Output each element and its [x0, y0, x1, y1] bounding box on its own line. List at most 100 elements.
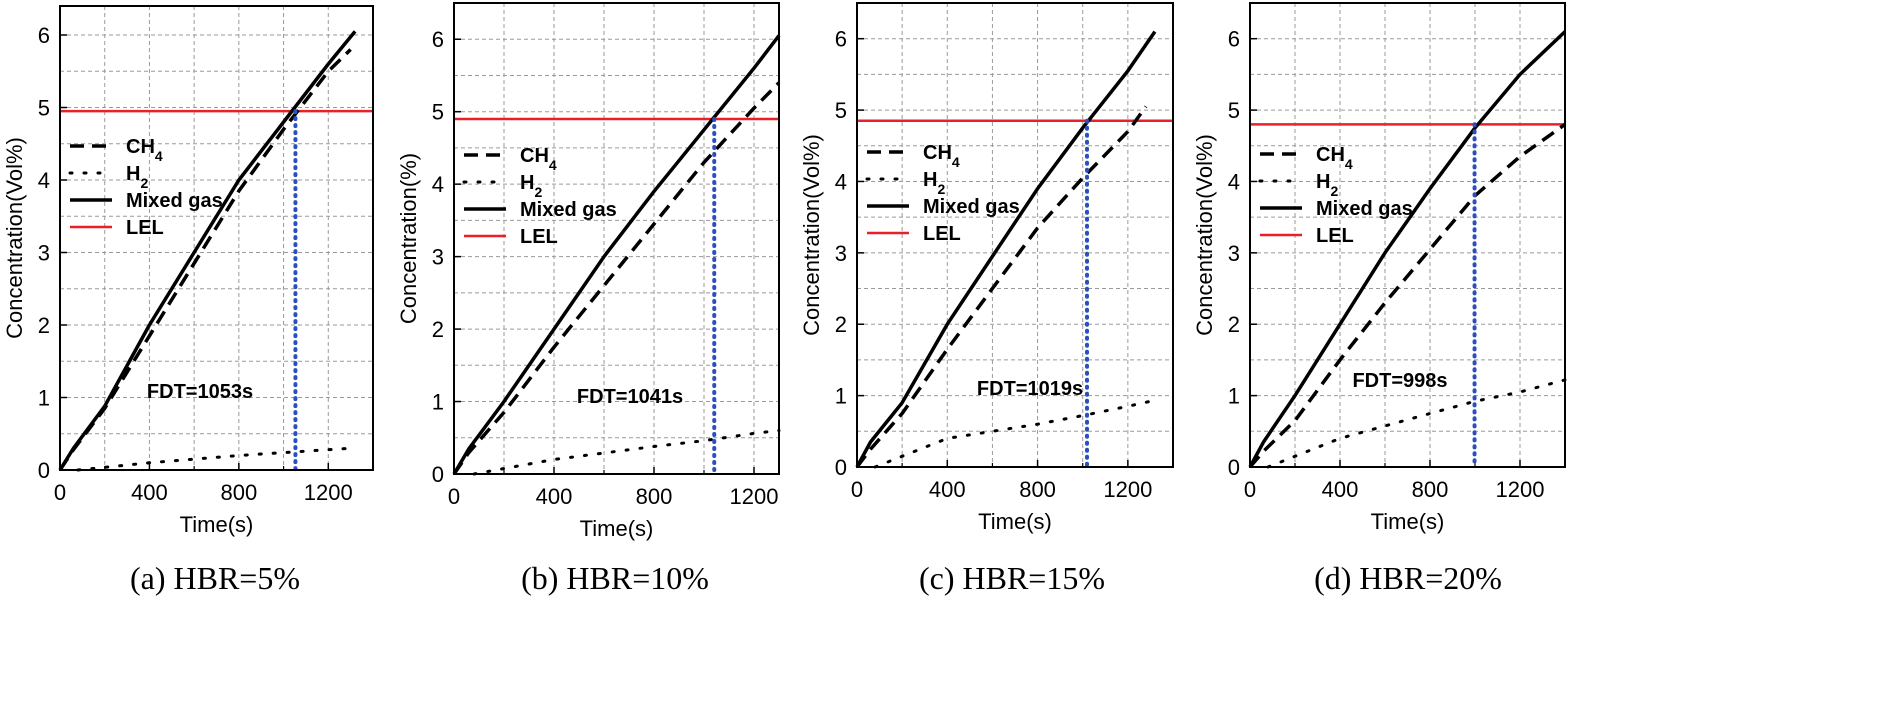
x-tick-label: 1200 — [304, 480, 353, 505]
x-tick-label: 400 — [1322, 477, 1359, 502]
legend-lel: LEL — [1260, 225, 1354, 247]
plot-frame — [453, 2, 780, 475]
mixed-gas-line — [1248, 30, 1567, 468]
legend-h2: H2 — [1258, 171, 1338, 199]
ch4-line — [58, 48, 352, 471]
fdt-label: FDT=1019s — [977, 378, 1083, 400]
y-tick-label: 6 — [432, 27, 444, 52]
y-tick-label: 1 — [1228, 384, 1240, 409]
y-tick-label: 1 — [432, 390, 444, 415]
x-tick-label: 0 — [448, 484, 460, 509]
subfigure-caption: (a) HBR=5% — [130, 560, 300, 596]
y-tick-label: 3 — [432, 245, 444, 270]
ch4-line — [452, 81, 781, 475]
ch4-line — [855, 105, 1148, 469]
y-tick-label: 4 — [835, 169, 847, 194]
legend-label: CH4 — [520, 145, 557, 173]
y-tick-label: 3 — [835, 241, 847, 266]
x-tick-label: 1200 — [730, 484, 779, 509]
legend-ch4: CH4 — [1260, 144, 1353, 172]
legend-label: Mixed gas — [520, 199, 617, 221]
y-tick-label: 6 — [835, 27, 847, 52]
ch4-line — [1248, 122, 1567, 469]
plot-frame — [59, 5, 374, 471]
mixed-gas-line — [452, 34, 781, 475]
plot-frame — [1249, 2, 1566, 468]
legend-ch4: CH4 — [70, 136, 163, 164]
fdt-label: FDT=1041s — [577, 386, 683, 408]
y-tick-label: 0 — [432, 462, 444, 487]
y-tick-label: 4 — [38, 168, 50, 193]
x-tick-label: 400 — [536, 484, 573, 509]
x-axis-label: Time(s) — [180, 512, 254, 537]
y-tick-label: 0 — [835, 455, 847, 480]
y-tick-label: 5 — [38, 96, 50, 121]
legend-lel: LEL — [867, 223, 961, 245]
legend-label: Mixed gas — [923, 196, 1020, 218]
x-tick-label: 0 — [54, 480, 66, 505]
legend-lel: LEL — [464, 226, 558, 248]
legend-mixed-gas: Mixed gas — [464, 199, 617, 221]
y-tick-label: 0 — [1228, 455, 1240, 480]
y-tick-label: 5 — [1228, 98, 1240, 123]
legend-label: LEL — [923, 223, 961, 245]
subfigure-caption: (c) HBR=15% — [919, 560, 1105, 596]
x-tick-label: 0 — [1244, 477, 1256, 502]
subfigure-caption: (d) HBR=20% — [1314, 560, 1502, 596]
y-tick-label: 2 — [38, 313, 50, 338]
legend-h2: H2 — [68, 163, 148, 191]
y-axis-label: Concentration(%) — [396, 153, 421, 324]
y-tick-label: 2 — [432, 317, 444, 342]
legend-label: LEL — [520, 226, 558, 248]
x-axis-label: Time(s) — [1371, 509, 1445, 534]
legend-lel: LEL — [70, 217, 164, 239]
mixed-gas-line — [58, 30, 357, 471]
x-tick-label: 1200 — [1103, 477, 1152, 502]
y-tick-label: 0 — [38, 458, 50, 483]
y-tick-label: 4 — [1228, 169, 1240, 194]
y-axis-label: Concentration(Vol%) — [799, 134, 824, 336]
legend-mixed-gas: Mixed gas — [867, 196, 1020, 218]
x-tick-label: 800 — [220, 480, 257, 505]
x-axis-label: Time(s) — [580, 516, 654, 541]
y-tick-label: 1 — [38, 386, 50, 411]
y-tick-label: 5 — [432, 100, 444, 125]
legend-label: CH4 — [126, 136, 163, 164]
legend-label: LEL — [1316, 225, 1354, 247]
legend-ch4: CH4 — [464, 145, 557, 173]
legend-label: CH4 — [923, 142, 960, 170]
plot-frame — [856, 2, 1174, 468]
subfigure-caption: (b) HBR=10% — [521, 560, 709, 596]
legend-mixed-gas: Mixed gas — [1260, 198, 1413, 220]
x-tick-label: 0 — [851, 477, 863, 502]
legend-h2: H2 — [462, 172, 542, 200]
x-tick-label: 400 — [131, 480, 168, 505]
y-tick-label: 4 — [432, 172, 444, 197]
x-tick-label: 400 — [929, 477, 966, 502]
legend-label: Mixed gas — [126, 190, 223, 212]
h2-line — [873, 399, 1152, 469]
fdt-label: FDT=998s — [1352, 370, 1447, 392]
h2-line — [472, 429, 781, 476]
legend-h2: H2 — [865, 169, 945, 197]
x-axis-label: Time(s) — [978, 509, 1052, 534]
legend-label: H2 — [126, 163, 148, 191]
h2-line — [76, 446, 353, 472]
y-tick-label: 2 — [835, 312, 847, 337]
x-tick-label: 800 — [1019, 477, 1056, 502]
y-tick-label: 5 — [835, 98, 847, 123]
legend-label: H2 — [923, 169, 945, 197]
legend-mixed-gas: Mixed gas — [70, 190, 223, 212]
y-axis-label: Concentration(Vol%) — [1192, 134, 1217, 336]
legend-label: H2 — [520, 172, 542, 200]
legend-label: LEL — [126, 217, 164, 239]
fdt-label: FDT=1053s — [147, 381, 253, 403]
x-tick-label: 800 — [1412, 477, 1449, 502]
y-tick-label: 1 — [835, 384, 847, 409]
legend-label: H2 — [1316, 171, 1338, 199]
legend-label: Mixed gas — [1316, 198, 1413, 220]
